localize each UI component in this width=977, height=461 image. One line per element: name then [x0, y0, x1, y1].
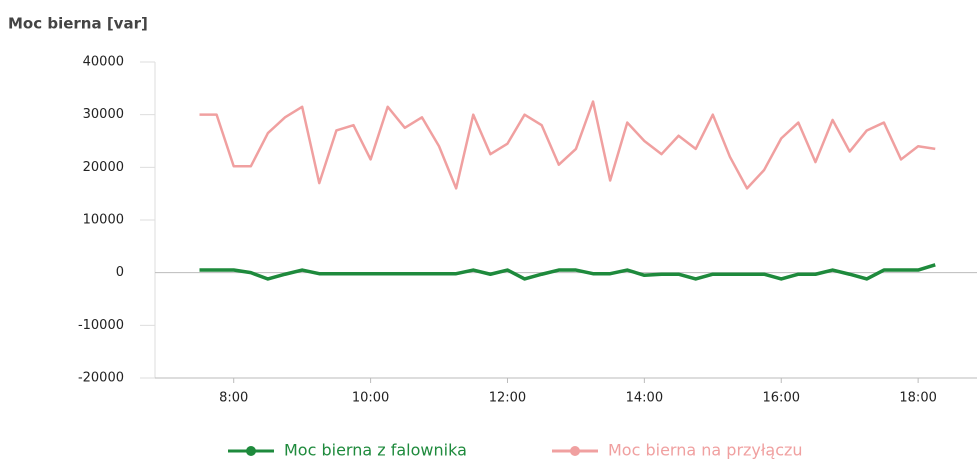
- x-tick-label: 10:00: [352, 391, 389, 406]
- x-tick-label: 16:00: [763, 391, 800, 406]
- y-tick-label: -20000: [78, 371, 124, 386]
- legend-label: Moc bierna z falownika: [284, 441, 467, 460]
- y-tick-label: 10000: [83, 213, 124, 228]
- y-tick-label: 0: [116, 265, 124, 280]
- series-line: [199, 100, 936, 190]
- legend-marker: [246, 446, 256, 456]
- legend-marker: [570, 446, 580, 456]
- y-tick-label: -10000: [78, 318, 124, 333]
- series-line: [199, 263, 936, 281]
- y-tick-label: 40000: [83, 55, 124, 70]
- x-tick-label: 12:00: [489, 391, 526, 406]
- x-tick-label: 8:00: [219, 391, 248, 406]
- legend-label: Moc bierna na przyłączu: [608, 441, 803, 460]
- x-tick-label: 14:00: [626, 391, 663, 406]
- chart-title: Moc bierna [var]: [8, 15, 148, 33]
- y-tick-label: 20000: [83, 160, 124, 175]
- x-tick-label: 18:00: [899, 391, 936, 406]
- y-tick-label: 30000: [83, 107, 124, 122]
